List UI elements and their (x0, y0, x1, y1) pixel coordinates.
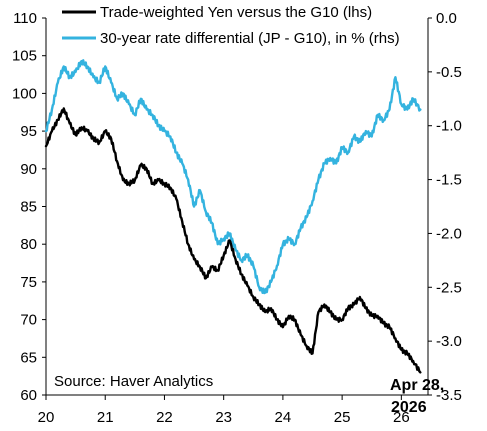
right-tick-label--3.0: -3.0 (436, 333, 462, 350)
left-tick-label-65: 65 (20, 349, 37, 366)
x-tick-label-23: 23 (215, 409, 232, 426)
left-tick-label-100: 100 (12, 85, 37, 102)
series-line-rate-diff (44, 59, 422, 295)
x-tick-label-22: 22 (156, 409, 173, 426)
right-tick-label-0.0: 0.0 (436, 10, 457, 27)
left-tick-label-80: 80 (20, 236, 37, 253)
left-tick-label-110: 110 (13, 10, 37, 27)
series-layer (44, 59, 422, 374)
x-axis-ticks: 20 21 22 23 24 25 26 (38, 395, 410, 426)
x-tick-label-26: 26 (393, 409, 410, 426)
right-tick-label--1.5: -1.5 (436, 172, 462, 189)
left-tick-label-105: 105 (12, 48, 37, 65)
source-note: Source: Haver Analytics (54, 373, 213, 390)
x-tick-label-25: 25 (334, 409, 351, 426)
x-tick-label-20: 20 (38, 409, 55, 426)
left-tick-label-85: 85 (20, 199, 37, 216)
right-tick-label--2.0: -2.0 (436, 225, 462, 242)
end-date-line2: 2026 (391, 399, 427, 416)
right-tick-label--0.5: -0.5 (436, 64, 462, 81)
x-tick-label-21: 21 (97, 409, 114, 426)
left-axis-ticks: 110 105 100 95 90 85 80 75 70 65 60 (12, 10, 46, 404)
legend-label-rate-diff: 30-year rate differential (JP - G10), in… (100, 30, 400, 47)
right-axis-ticks: 0.0 -0.5 -1.0 -1.5 -2.0 -2.5 -3.0 -3.5 (428, 10, 462, 404)
legend: Trade-weighted Yen versus the G10 (lhs) … (62, 4, 400, 47)
right-tick-label--1.0: -1.0 (436, 118, 462, 135)
series-line-yen (44, 107, 422, 374)
right-tick-label--2.5: -2.5 (436, 279, 462, 296)
left-tick-label-70: 70 (20, 312, 37, 329)
left-tick-label-95: 95 (20, 123, 37, 140)
right-tick-label--3.5: -3.5 (436, 387, 462, 404)
legend-label-yen: Trade-weighted Yen versus the G10 (lhs) (100, 4, 372, 21)
left-tick-label-60: 60 (20, 387, 37, 404)
x-tick-label-24: 24 (275, 409, 292, 426)
left-tick-label-90: 90 (20, 161, 37, 178)
end-date-line1: Apr 28, (390, 377, 444, 394)
left-tick-label-75: 75 (20, 274, 37, 291)
